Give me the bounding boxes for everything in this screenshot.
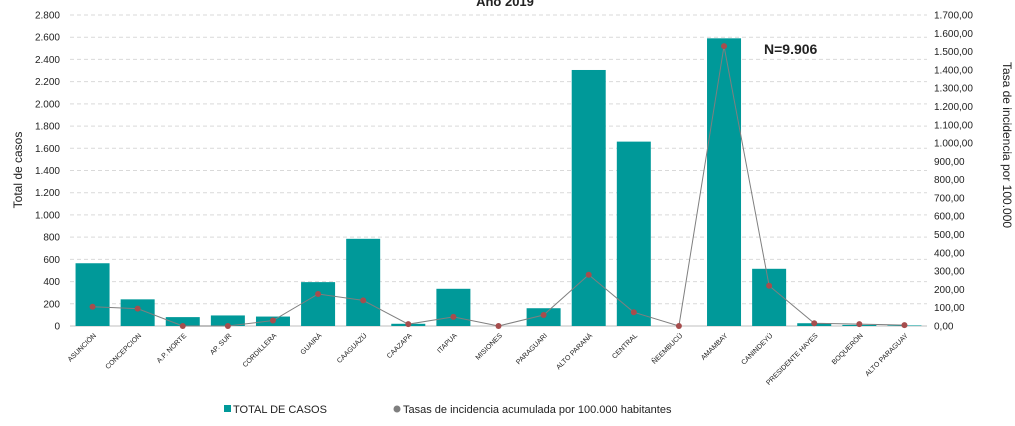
y2-axis-title: Tasa de incidencia por 100.000 [1000, 62, 1014, 228]
line-point [269, 317, 276, 324]
y2-tick-label: 0,00 [934, 322, 954, 333]
bar [346, 238, 381, 326]
gridlines [70, 14, 927, 327]
category-label: MISIONES [475, 332, 504, 361]
chart-title: Año 2019 [476, 0, 534, 9]
category-label: GUAIRÁ [298, 331, 324, 357]
category-label: CENTRAL [611, 332, 639, 360]
bar [165, 317, 200, 326]
bar [436, 288, 471, 326]
y-tick-label: 200 [43, 299, 60, 310]
category-label: PARAGUARI [515, 332, 549, 366]
bar [571, 69, 606, 327]
y-tick-label: 1.000 [35, 210, 60, 221]
y-tick-label: 600 [43, 255, 60, 266]
category-label: ASUNCIÓN [65, 331, 97, 363]
y-axis-title: Total de casos [11, 132, 25, 209]
bar [616, 141, 651, 326]
category-label: AP. SUR [209, 332, 233, 356]
category-label: CONCEPCION [105, 332, 144, 371]
category-label: PRESIDENTE HAYES [765, 332, 820, 387]
y-tick-label: 2.800 [35, 11, 60, 22]
line-point [901, 322, 908, 329]
y2-tick-label: 1.600,00 [934, 29, 973, 40]
y-tick-label: 1.600 [35, 144, 60, 155]
line-point [811, 320, 818, 327]
left-axis-ticks: 0 200 400 600 800 1.000 1.200 1.400 1.600 1.800 2.… [35, 11, 60, 333]
line-point [630, 309, 637, 316]
category-label: ÑEEMBUCÚ [650, 331, 685, 366]
line-point [540, 312, 547, 319]
y2-tick-label: 1.700,00 [934, 11, 973, 22]
legend-line-label: Tasas de incidencia acumulada por 100.00… [403, 404, 672, 416]
category-label: CAAZAPA [386, 332, 414, 360]
category-label: BOQUERÓN [830, 331, 865, 366]
category-label: CORDILLERA [242, 332, 279, 369]
line-point [405, 321, 412, 328]
bar [752, 268, 787, 326]
line-point [224, 323, 231, 329]
y-tick-label: 1.200 [35, 188, 60, 199]
category-label: ALTO PARANÁ [554, 331, 594, 371]
y2-tick-label: 600,00 [934, 212, 965, 223]
category-label: ITAPUA [436, 332, 459, 355]
y2-tick-label: 900,00 [934, 157, 965, 168]
y-tick-label: 800 [43, 233, 60, 244]
y-tick-label: 1.400 [35, 166, 60, 177]
line-point [495, 323, 502, 329]
bar [210, 315, 245, 326]
line-point [179, 323, 186, 329]
category-label: CAAGUAZÚ [335, 331, 369, 365]
y2-tick-label: 300,00 [934, 267, 965, 278]
line-point [450, 313, 457, 320]
line-point [89, 303, 96, 310]
line-series [89, 43, 908, 329]
y2-tick-label: 700,00 [934, 193, 965, 204]
bar [75, 263, 110, 326]
category-label: AMAMBAY [700, 332, 730, 362]
line-point [721, 43, 728, 50]
y2-tick-label: 400,00 [934, 248, 965, 259]
y2-tick-label: 800,00 [934, 175, 965, 186]
y-tick-label: 400 [43, 277, 60, 288]
y2-tick-label: 1.100,00 [934, 120, 973, 131]
y2-tick-label: 1.300,00 [934, 84, 973, 95]
bar [707, 38, 742, 326]
category-label: A.P. NORTE [156, 332, 189, 365]
y-tick-label: 0 [54, 322, 60, 333]
category-label: ALTO PARAGUAY [864, 332, 910, 378]
right-axis-ticks: 0,00 100,00 200,00 300,00 400,00 500,00 600,00… [934, 11, 973, 333]
y2-tick-label: 1.200,00 [934, 102, 973, 113]
y-tick-label: 2.400 [35, 55, 60, 66]
line-point [315, 290, 322, 297]
line-point [856, 321, 863, 328]
y2-tick-label: 1.400,00 [934, 65, 973, 76]
y2-tick-label: 1.000,00 [934, 139, 973, 150]
category-label: CANINDEYÚ [739, 331, 775, 367]
y-tick-label: 2.600 [35, 33, 60, 44]
line-point [134, 305, 141, 312]
line-point [766, 282, 773, 289]
line-point [360, 297, 367, 304]
y2-tick-label: 500,00 [934, 230, 965, 241]
category-labels: ASUNCIÓN CONCEPCION A.P. NORTE AP. SUR CORDI… [65, 331, 910, 387]
y-tick-label: 2.200 [35, 77, 60, 88]
legend-bar-swatch [224, 405, 231, 412]
total-annotation: N=9.906 [764, 41, 818, 57]
line-point [585, 271, 592, 278]
y-tick-label: 2.000 [35, 99, 60, 110]
legend: TOTAL DE CASOS Tasas de incidencia acumu… [224, 404, 672, 416]
y-tick-label: 1.800 [35, 122, 60, 133]
bar [301, 282, 336, 326]
line-point [675, 323, 682, 329]
y2-tick-label: 200,00 [934, 285, 965, 296]
legend-line-swatch [393, 405, 401, 413]
y2-tick-label: 1.500,00 [934, 47, 973, 58]
y2-tick-label: 100,00 [934, 303, 965, 314]
legend-bar-label: TOTAL DE CASOS [233, 404, 327, 416]
